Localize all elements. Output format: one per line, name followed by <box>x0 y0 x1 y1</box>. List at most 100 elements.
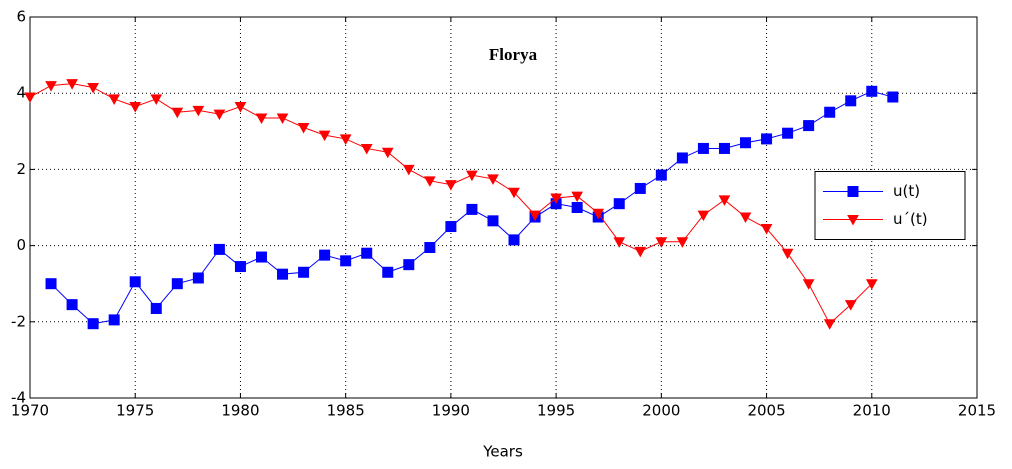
y-tick-label: -4 <box>11 389 26 407</box>
marker <box>276 113 289 124</box>
x-tick-label: 2005 <box>747 402 785 420</box>
marker <box>740 137 752 149</box>
marker <box>466 170 478 182</box>
marker <box>234 102 247 113</box>
marker <box>87 318 99 330</box>
x-tick-label: 2000 <box>642 402 680 420</box>
legend-box <box>814 171 966 240</box>
marker <box>66 299 78 311</box>
marker <box>592 208 605 220</box>
y-tick-label: 6 <box>16 8 26 26</box>
x-axis-label: Years <box>482 443 523 461</box>
chart-title: Florya <box>489 45 538 64</box>
marker <box>150 94 163 105</box>
marker <box>360 143 373 155</box>
marker <box>382 266 394 278</box>
marker <box>613 237 626 248</box>
legend-marker <box>847 186 859 197</box>
marker <box>866 85 878 97</box>
marker <box>129 276 141 288</box>
marker <box>45 81 57 92</box>
marker <box>634 246 647 258</box>
x-tick-label: 1975 <box>116 402 154 420</box>
marker <box>361 247 373 259</box>
marker <box>865 279 878 290</box>
marker <box>508 234 520 246</box>
marker <box>697 210 710 222</box>
marker <box>234 261 246 273</box>
marker <box>423 176 436 187</box>
marker <box>445 180 457 191</box>
marker <box>213 243 225 255</box>
marker <box>171 278 183 290</box>
x-tick-label: 1980 <box>221 402 259 420</box>
marker <box>45 278 57 290</box>
marker <box>129 102 142 113</box>
marker <box>108 314 120 326</box>
x-tick-label: 2010 <box>853 402 891 420</box>
marker <box>487 215 499 227</box>
marker <box>424 242 436 254</box>
marker <box>192 272 204 284</box>
x-tick-label: 1990 <box>432 402 470 420</box>
marker <box>739 212 752 224</box>
marker <box>823 319 836 330</box>
marker <box>297 122 310 134</box>
marker <box>487 174 499 185</box>
marker <box>697 142 709 154</box>
marker <box>571 202 583 213</box>
marker <box>171 107 184 119</box>
marker <box>87 82 99 94</box>
marker <box>782 127 794 139</box>
marker <box>718 142 730 154</box>
marker <box>655 237 668 248</box>
marker <box>108 94 121 105</box>
marker <box>255 251 267 263</box>
marker <box>676 237 689 248</box>
marker <box>887 91 899 103</box>
plot-frame <box>29 16 978 399</box>
marker <box>340 255 352 267</box>
marker <box>613 198 625 210</box>
marker <box>824 106 836 118</box>
x-tick-label: 1985 <box>327 402 365 420</box>
x-tick-label: 2015 <box>958 402 996 420</box>
x-tick-label: 1970 <box>11 402 49 420</box>
marker <box>655 169 667 181</box>
marker <box>508 187 520 199</box>
y-tick-label: 0 <box>16 236 26 254</box>
y-tick-label: 4 <box>16 84 26 102</box>
legend-label: u(t) <box>893 182 920 200</box>
marker <box>318 130 331 142</box>
marker <box>844 300 857 311</box>
marker <box>529 210 541 222</box>
marker <box>339 134 352 145</box>
marker <box>319 249 331 261</box>
marker <box>402 164 415 176</box>
marker <box>298 266 310 278</box>
marker <box>192 105 205 117</box>
marker <box>403 259 415 271</box>
marker <box>381 147 394 159</box>
legend-marker <box>847 215 859 226</box>
marker <box>213 109 226 121</box>
marker <box>803 120 815 132</box>
y-tick-label: 2 <box>16 160 26 178</box>
marker <box>277 268 289 280</box>
legend-label: u´(t) <box>893 210 928 228</box>
marker <box>66 79 78 90</box>
marker <box>845 95 857 107</box>
marker <box>24 92 36 104</box>
marker <box>781 248 794 260</box>
marker <box>676 152 688 164</box>
marker <box>445 221 457 233</box>
marker <box>760 223 773 235</box>
marker <box>255 113 268 124</box>
y-tick-label: -2 <box>11 312 26 330</box>
marker <box>550 193 562 205</box>
x-tick-label: 1995 <box>537 402 575 420</box>
marker <box>718 195 731 206</box>
marker <box>150 302 162 314</box>
marker <box>466 203 478 215</box>
